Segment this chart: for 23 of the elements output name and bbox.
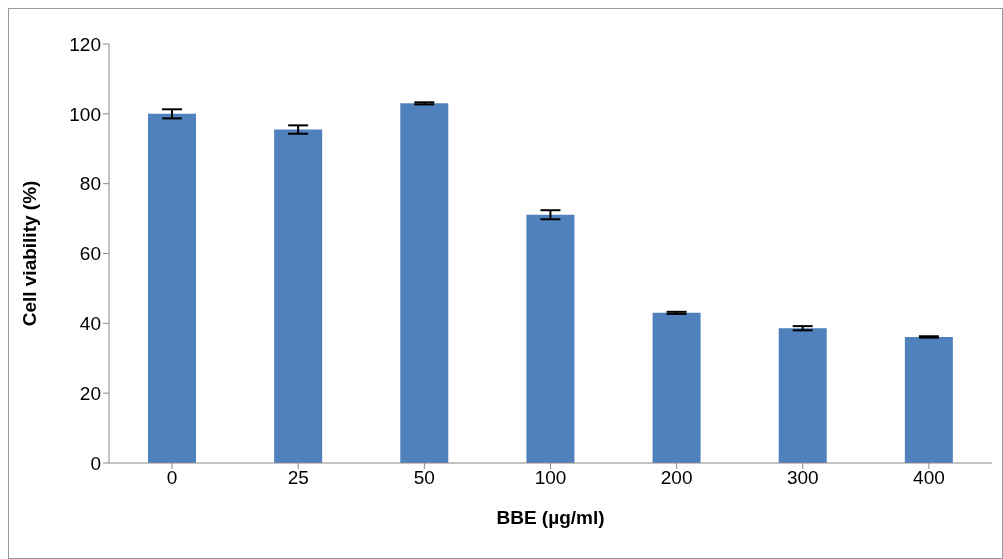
x-tick-label: 100 <box>534 467 567 489</box>
y-tick-label: 0 <box>90 452 101 474</box>
x-tick-label: 0 <box>166 467 178 489</box>
bar <box>148 113 196 463</box>
y-tick-label: 20 <box>79 382 101 404</box>
y-tick-label: 80 <box>79 173 101 195</box>
y-tick-label: 100 <box>69 103 101 125</box>
x-tick-label: 50 <box>413 467 435 489</box>
y-tick-label: 60 <box>79 243 101 265</box>
x-tick-label: 200 <box>660 467 693 489</box>
bar <box>274 129 323 463</box>
y-tick-label: 120 <box>69 33 101 55</box>
bar <box>400 103 449 463</box>
bar <box>526 214 575 463</box>
bar <box>652 312 701 463</box>
x-tick-label: 25 <box>287 467 309 489</box>
y-tick-label: 40 <box>79 313 101 335</box>
bar <box>904 336 953 463</box>
x-tick-label: 300 <box>786 467 819 489</box>
x-axis-title: BBE (µg/ml) <box>496 507 605 528</box>
bar <box>778 328 827 463</box>
y-axis-title: Cell viability (%) <box>18 180 40 327</box>
x-tick-label: 400 <box>913 467 945 489</box>
